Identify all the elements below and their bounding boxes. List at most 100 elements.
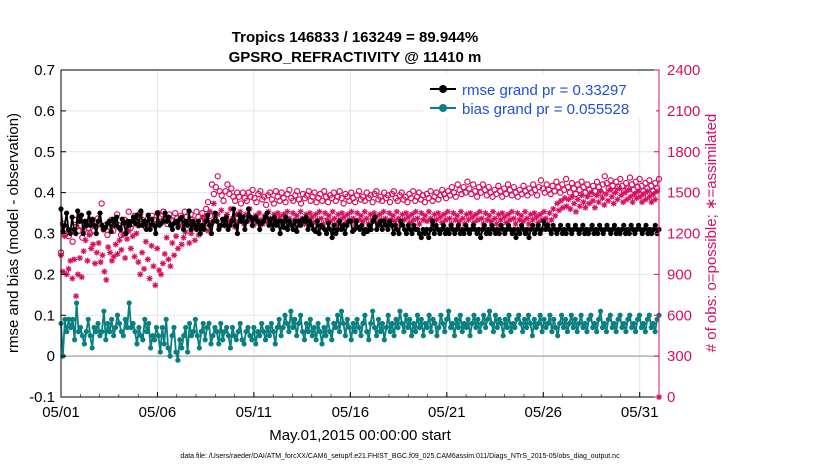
rmse-point (485, 226, 491, 233)
bias-point (434, 333, 440, 339)
asterisk-stroke (141, 266, 147, 272)
asterisk-stroke (594, 192, 600, 198)
rmse-point (76, 218, 83, 224)
assimilated-obs-marker (101, 268, 108, 275)
possible-obs-marker (452, 193, 459, 200)
rmse-point (405, 222, 411, 228)
rmse-point (635, 222, 642, 228)
asterisk-stroke (348, 209, 355, 215)
possible-obs-marker (559, 181, 566, 188)
rmse-point (127, 222, 133, 228)
rmse-point (344, 222, 350, 228)
assimilated-obs-marker (578, 192, 585, 199)
asterisk-stroke (81, 248, 87, 254)
rmse-point (82, 218, 88, 224)
bias-point (342, 333, 348, 339)
bias-point (636, 312, 643, 318)
asterisk-stroke (569, 194, 575, 200)
asterisk-stroke (567, 206, 573, 212)
rmse-point (353, 218, 359, 224)
bias-point (323, 333, 329, 339)
assimilated-obs-marker (103, 276, 110, 283)
assimilated-obs-marker (608, 193, 615, 200)
assimilated-obs-marker (91, 260, 98, 267)
rmse-point (511, 226, 517, 233)
asterisk-stroke (180, 234, 187, 241)
possible-obs-marker (340, 200, 347, 207)
assimilated-obs-marker (207, 208, 214, 215)
bias-point (142, 316, 148, 322)
bias-point (264, 324, 271, 331)
bias-point (523, 324, 530, 331)
bias-point (107, 329, 113, 335)
rmse-point (556, 226, 562, 233)
asterisk-stroke (460, 215, 466, 222)
rmse-point (483, 230, 489, 237)
rmse-point (518, 222, 525, 228)
bias-point (473, 324, 479, 331)
possible-obs-marker (551, 188, 558, 195)
y-tick-label: 0 (47, 348, 55, 365)
bias-point (313, 337, 319, 343)
bias-point (64, 329, 70, 335)
asterisk-stroke (73, 293, 79, 299)
bias-point (186, 320, 193, 327)
assimilated-obs-marker (582, 204, 589, 211)
bias-point (122, 316, 128, 322)
rmse-point (418, 234, 424, 241)
rmse-point (184, 222, 190, 228)
rmse-point (595, 230, 601, 237)
bias-point (259, 320, 265, 327)
bias-point (118, 329, 124, 335)
assimilated-obs-marker (552, 212, 559, 219)
assimilated-obs-marker (618, 192, 625, 199)
rmse-point (522, 230, 528, 237)
possible-obs-marker (470, 181, 477, 188)
bias-point (518, 320, 524, 327)
assimilated-obs-marker (473, 211, 480, 218)
rmse-point (333, 230, 339, 237)
assimilated-obs-marker (116, 237, 123, 244)
bias-point (288, 308, 294, 314)
rmse-point (78, 212, 85, 218)
rmse-point (448, 222, 454, 228)
assimilated-obs-marker (642, 196, 649, 203)
bias-point (397, 308, 403, 314)
bias-point (270, 329, 276, 335)
rmse-point (578, 226, 584, 233)
assimilated-obs-marker (363, 215, 370, 222)
bias-point (479, 320, 485, 327)
bias-point (405, 324, 411, 331)
rmse-point (559, 230, 566, 237)
asterisk-stroke (473, 211, 479, 218)
possible-obs-marker (460, 183, 467, 191)
asterisk-stroke (505, 211, 511, 218)
assimilated-obs-marker (425, 208, 432, 215)
assimilated-obs-marker (191, 237, 198, 244)
possible-obs-marker (593, 178, 601, 185)
bias-point (169, 333, 175, 339)
rmse-point (437, 230, 443, 237)
assimilated-obs-marker (444, 208, 451, 215)
assimilated-obs-marker (122, 255, 129, 262)
rmse-point (229, 218, 235, 224)
assimilated-obs-marker (644, 188, 651, 195)
possible-obs-marker (646, 177, 653, 184)
asterisk-stroke (441, 211, 447, 218)
rmse-point (474, 230, 480, 237)
assimilated-obs-marker (312, 211, 319, 218)
rmse-point (422, 230, 428, 237)
bias-point (483, 324, 489, 331)
possible-obs-marker (584, 181, 591, 188)
rmse-point (530, 222, 536, 228)
asterisk-stroke (69, 275, 75, 282)
assimilated-obs-marker (418, 210, 425, 217)
bias-point (545, 320, 551, 327)
assimilated-obs-marker (167, 263, 174, 270)
rmse-point (468, 226, 475, 233)
rmse-point (245, 206, 252, 212)
bias-point (146, 320, 152, 327)
assimilated-obs-marker (340, 214, 347, 221)
asterisk-stroke (118, 247, 124, 253)
rmse-point (60, 228, 66, 235)
